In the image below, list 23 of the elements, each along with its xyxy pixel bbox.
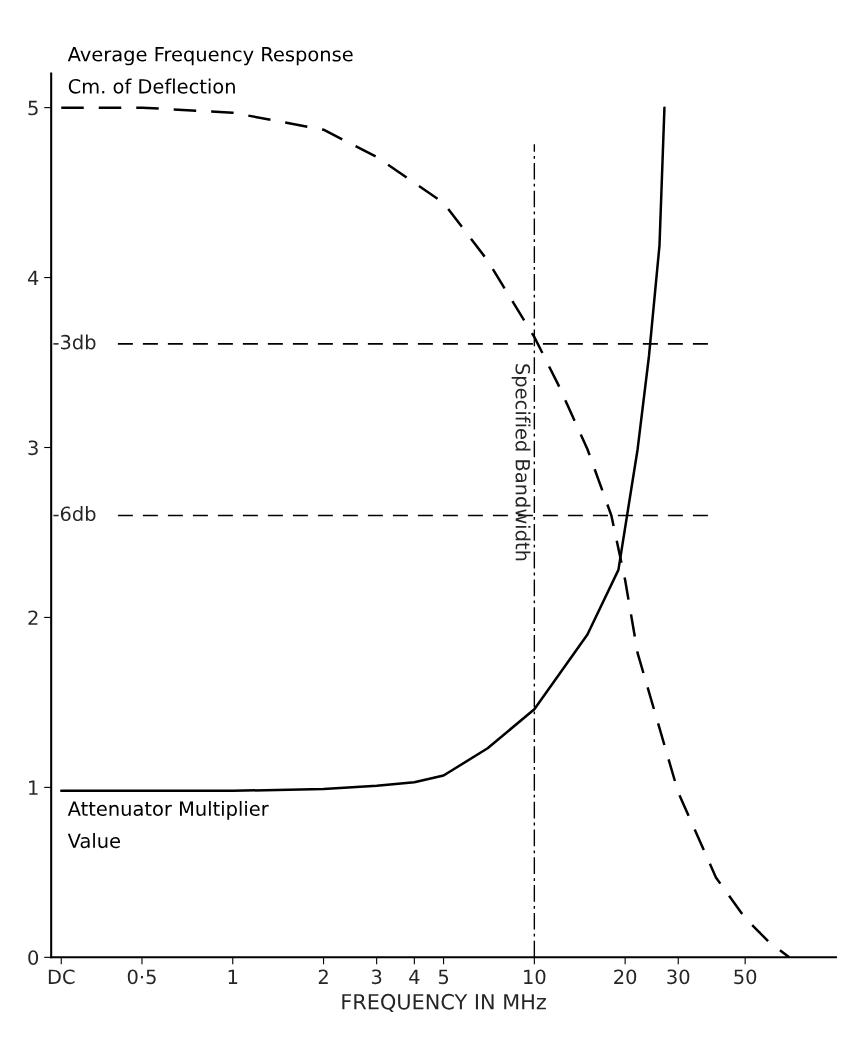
series-label: Average Frequency Response Cm. of Deflection xyxy=(67,47,353,94)
x-tick-label: 4 xyxy=(409,969,420,984)
y-tick-label: 1 xyxy=(29,780,38,795)
x-tick-label: 2 xyxy=(318,969,328,984)
series-label: Attenuator Multiplier Value xyxy=(67,800,269,849)
y-tick-label: 5 xyxy=(28,100,38,116)
y-tick-label: 3 xyxy=(28,440,38,456)
x-tick-label: DC xyxy=(48,969,75,985)
x-tick-label: 3 xyxy=(371,969,382,985)
x-tick-label: 10 xyxy=(524,969,546,985)
ref-line-label: -3db xyxy=(53,334,96,350)
x-axis-title: FREQUENCY IN MHz xyxy=(342,993,546,1013)
y-tick-label: 0 xyxy=(28,950,39,965)
x-tick-label: 30 xyxy=(667,969,690,985)
ref-line-label: Specified Bandwidth xyxy=(511,364,531,561)
x-tick-label: 1 xyxy=(228,969,238,984)
x-tick-label: 20 xyxy=(614,969,637,985)
x-tick-label: 5 xyxy=(438,969,449,985)
y-tick-label: 4 xyxy=(27,270,39,285)
x-tick-label: 50 xyxy=(734,969,757,985)
x-tick-label: 0·5 xyxy=(127,969,156,985)
y-tick-label: 2 xyxy=(28,610,38,625)
ref-line-label: -6db xyxy=(53,506,96,522)
